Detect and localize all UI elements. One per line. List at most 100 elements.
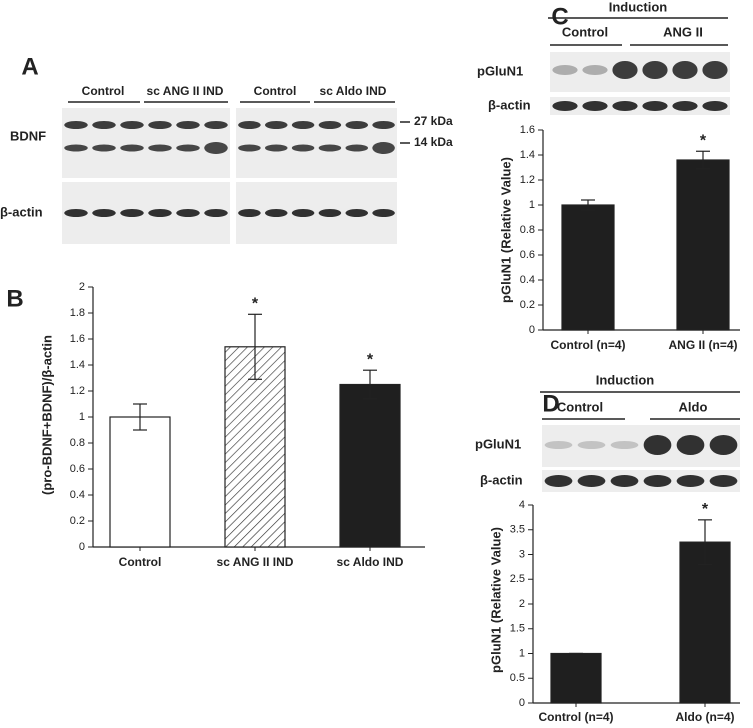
group-label: Control (82, 84, 125, 98)
band (577, 441, 606, 449)
band (264, 144, 288, 152)
band (372, 121, 395, 129)
bar (676, 159, 730, 331)
y-tick-label: 1.2 (70, 385, 85, 397)
band (612, 61, 638, 79)
y-tick-label: 1 (529, 199, 535, 211)
y-tick-label: 1 (79, 411, 85, 423)
row-label: pGluN1 (475, 436, 521, 451)
x-tick-label: sc ANG II IND (217, 555, 294, 569)
band (643, 475, 672, 487)
group-label: Aldo (679, 399, 708, 414)
group-lines (540, 391, 740, 420)
band (204, 142, 228, 154)
y-tick-label: 3 (519, 548, 525, 560)
band (238, 121, 261, 129)
blot (62, 108, 230, 178)
header: Induction (596, 372, 655, 387)
marker-label: 27 kDa (414, 114, 453, 128)
band (120, 209, 144, 217)
band (643, 435, 672, 455)
significance-mark: * (702, 501, 709, 518)
band (610, 475, 639, 487)
band (676, 475, 705, 487)
band (92, 209, 116, 217)
x-tick-label: Control (n=4) (551, 338, 626, 352)
band (702, 61, 728, 79)
band (264, 209, 288, 217)
x-tick-label: ANG II (n=4) (668, 338, 737, 352)
band (264, 121, 288, 129)
band (318, 121, 342, 129)
y-axis-label: pGluN1 (Relative Value) (488, 527, 503, 673)
error-bar (363, 369, 377, 400)
bar (561, 204, 615, 331)
band (642, 61, 668, 79)
band (552, 65, 578, 75)
error-bar (696, 150, 710, 170)
band (120, 144, 144, 152)
error-bar (581, 199, 595, 211)
significance-mark: * (252, 296, 259, 313)
band (238, 144, 261, 152)
band (709, 475, 738, 487)
band (291, 144, 315, 152)
significance-mark: * (700, 132, 707, 149)
group-label: sc ANG II IND (147, 84, 224, 98)
y-tick-label: 0.5 (510, 672, 525, 684)
group-label: Control (557, 399, 603, 414)
band (318, 144, 342, 152)
band (64, 144, 88, 152)
band (582, 65, 608, 75)
y-tick-label: 0.2 (520, 299, 535, 311)
band (291, 121, 315, 129)
y-tick-label: 0.6 (70, 463, 85, 475)
band (176, 121, 200, 129)
error-bar (133, 403, 147, 431)
band (204, 209, 228, 217)
band (64, 209, 88, 217)
band (702, 101, 728, 111)
y-tick-label: 1.8 (70, 307, 85, 319)
group-label: Control (562, 24, 608, 39)
y-tick-label: 1.2 (520, 174, 535, 186)
band (372, 209, 395, 217)
y-tick-label: 2 (519, 598, 525, 610)
row-label: BDNF (10, 128, 46, 143)
panel-label: B (6, 285, 23, 312)
y-axis-label: (pro-BDNF+BDNF)/β-actin (39, 335, 54, 495)
band (676, 435, 705, 455)
band (120, 121, 144, 129)
band (345, 121, 369, 129)
band (612, 101, 638, 111)
y-tick-label: 2.5 (510, 573, 525, 585)
header: Induction (609, 0, 668, 14)
y-tick-label: 1 (519, 647, 525, 659)
x-tick-label: sc Aldo IND (337, 555, 404, 569)
band (148, 144, 172, 152)
y-tick-label: 1.5 (510, 623, 525, 635)
band (92, 144, 116, 152)
y-tick-label: 0.6 (520, 249, 535, 261)
y-tick-label: 0 (79, 541, 85, 553)
band (672, 101, 698, 111)
bar (109, 416, 171, 548)
blot (550, 52, 730, 92)
y-tick-label: 1.4 (70, 359, 85, 371)
row-label: pGluN1 (477, 63, 523, 78)
x-tick-label: Aldo (n=4) (676, 710, 735, 724)
panel-label: C (551, 3, 568, 30)
band (318, 209, 342, 217)
y-tick-label: 3.5 (510, 524, 525, 536)
band (64, 121, 88, 129)
band (204, 121, 228, 129)
band (148, 209, 172, 217)
blot (236, 182, 397, 244)
blot (236, 108, 397, 178)
y-tick-label: 1.4 (520, 149, 535, 161)
group-label: ANG II (663, 24, 703, 39)
band (238, 209, 261, 217)
band (345, 144, 369, 152)
group-lines (68, 101, 410, 144)
